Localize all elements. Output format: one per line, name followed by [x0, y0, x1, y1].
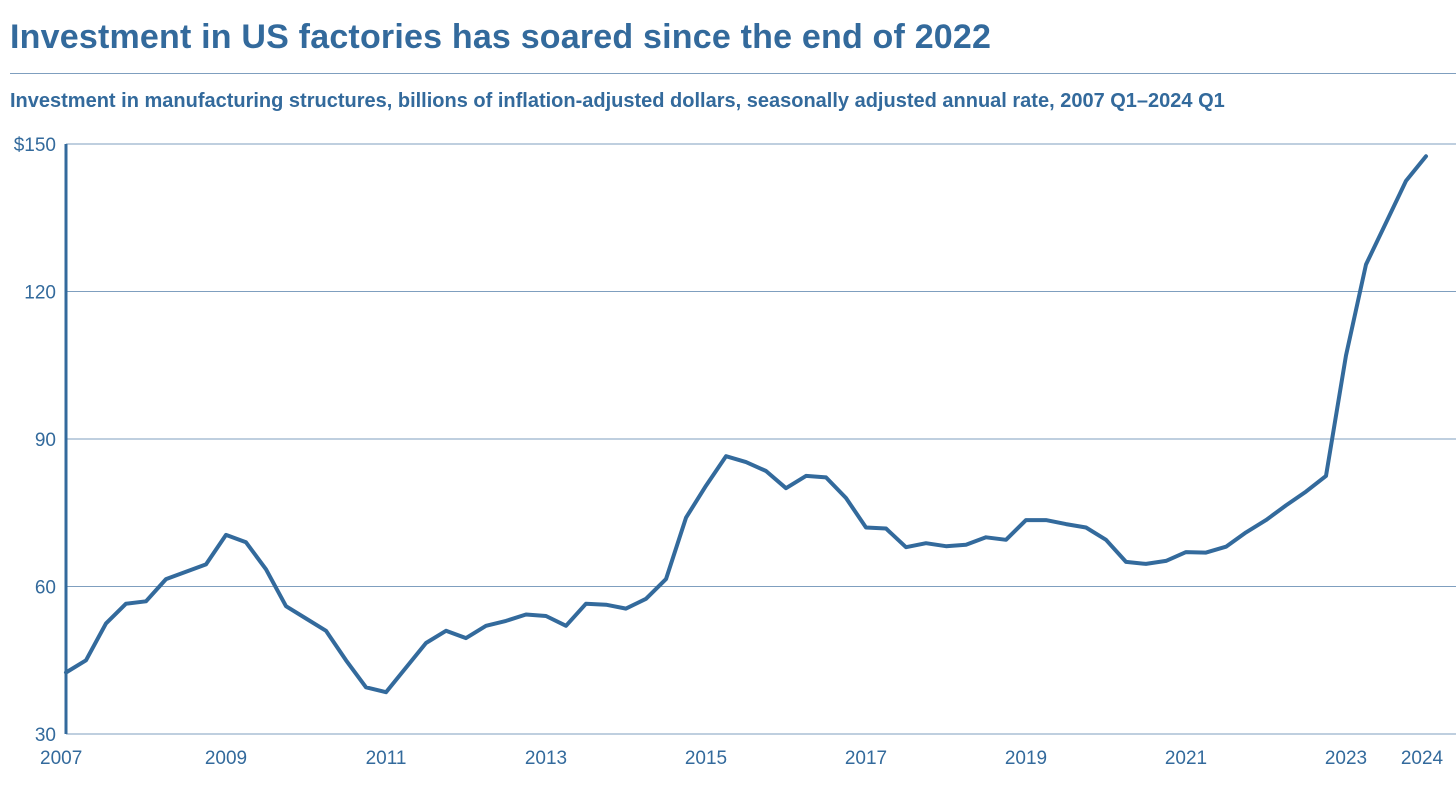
x-tick-label: 2024: [1401, 748, 1444, 769]
series: [64, 154, 1428, 695]
x-tick-label: 2013: [525, 748, 567, 769]
gridlines: [66, 143, 1456, 735]
x-tick-label: 2021: [1165, 748, 1207, 769]
x-tick-label: 2015: [685, 748, 727, 769]
x-tick-label: 2011: [366, 748, 407, 769]
y-tick-label: 30: [35, 725, 56, 746]
y-tick-label: 120: [24, 283, 56, 304]
x-tick-label: 2007: [40, 748, 82, 769]
title-divider: [10, 73, 1456, 74]
y-tick-label: 90: [35, 430, 56, 451]
y-tick-label: $150: [14, 135, 56, 156]
chart-title: Investment in US factories has soared si…: [10, 18, 992, 56]
x-tick-label: 2009: [205, 748, 247, 769]
x-tick-labels: 2007 2009 2011 2013 2015 2017 2019 2021 2023 2024: [40, 748, 1444, 769]
y-tick-labels: 30 60 90 120 $150: [14, 135, 56, 746]
series-line-0: [64, 154, 1428, 695]
y-tick-label: 60: [35, 578, 56, 599]
x-tick-label: 2023: [1325, 748, 1367, 769]
x-tick-label: 2019: [1005, 748, 1047, 769]
chart-subtitle: Investment in manufacturing structures, …: [10, 90, 1225, 112]
x-tick-label: 2017: [845, 748, 887, 769]
